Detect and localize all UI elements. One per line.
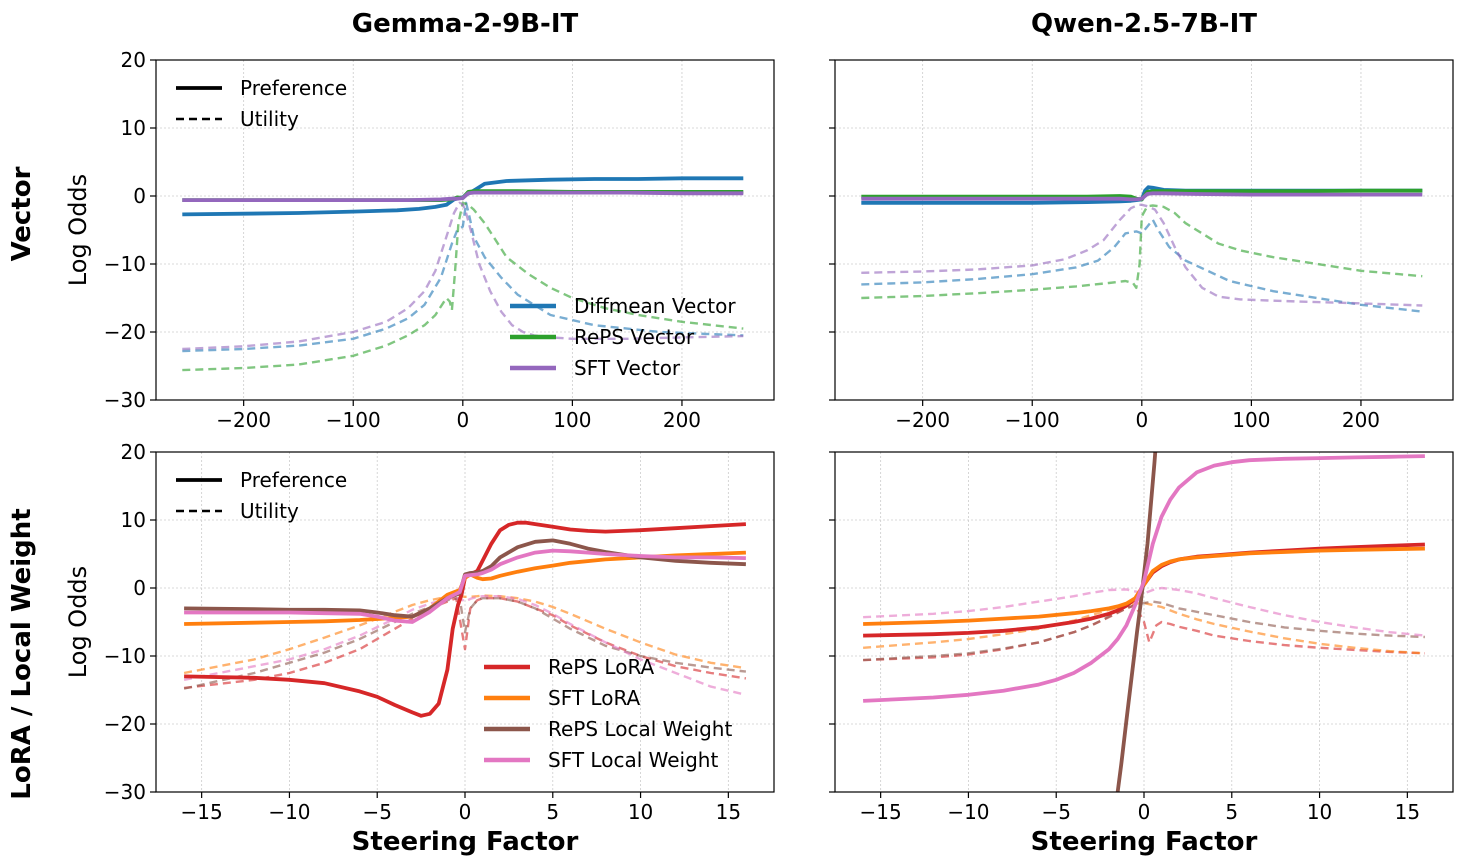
row-title-vector: Vector xyxy=(7,166,37,261)
x-tick-label: 10 xyxy=(1307,800,1332,824)
x-tick-label: 5 xyxy=(546,800,559,824)
plot-frame xyxy=(155,59,775,401)
series-line-sft-lora-utility xyxy=(863,601,1425,655)
y-tick-label: 10 xyxy=(121,116,146,140)
series-line-sft-local-weight-utility xyxy=(183,595,747,696)
x-axis-label-left: Steering Factor xyxy=(352,827,579,857)
series-line-reps-local-weight-utility xyxy=(863,600,1425,662)
series-line-reps-local-weight xyxy=(1115,452,1158,792)
x-tick-label: −5 xyxy=(1041,800,1070,824)
y-tick-label: −20 xyxy=(104,712,146,736)
series-legend-label: RePS Local Weight xyxy=(548,717,732,741)
style-legend-label: Utility xyxy=(240,499,299,523)
y-tick-label: 20 xyxy=(121,48,146,72)
panel-0-1: −200 −100 0 100 200 xyxy=(829,59,1454,432)
series-line-reps-lora-utility xyxy=(183,597,747,690)
series-line-reps-local-weight-utility xyxy=(183,597,747,690)
x-tick-label: −100 xyxy=(326,408,381,432)
style-legend-label: Utility xyxy=(240,107,299,131)
y-tick-label: −30 xyxy=(104,388,146,412)
y-tick-label: 20 xyxy=(121,440,146,464)
series-legend-label: SFT Vector xyxy=(574,356,681,380)
x-tick-label: 10 xyxy=(628,800,653,824)
x-tick-label: −10 xyxy=(268,800,310,824)
series-line-diffmean-vector-utility xyxy=(861,218,1423,313)
series-line-reps-vector-utility xyxy=(861,204,1423,300)
series-legend-label: Diffmean Vector xyxy=(574,294,736,318)
x-tick-label: 200 xyxy=(663,408,701,432)
series-line-reps-vector-utility xyxy=(182,201,744,372)
x-tick-label: 0 xyxy=(1135,408,1148,432)
series-line-sft-local-weight xyxy=(863,454,1425,703)
y-tick-label: −10 xyxy=(104,644,146,668)
x-tick-label: 0 xyxy=(456,408,469,432)
style-legend-label: Preference xyxy=(240,76,347,100)
style-legend-label: Preference xyxy=(240,468,347,492)
series-line-sft-vector xyxy=(182,190,744,202)
x-tick-label: −100 xyxy=(1005,408,1060,432)
y-tick-label: 10 xyxy=(121,508,146,532)
series-legend-label: RePS LoRA xyxy=(548,655,655,679)
x-tick-label: −15 xyxy=(860,800,902,824)
series-line-sft-lora xyxy=(863,546,1425,626)
series-line-sft-lora xyxy=(184,550,746,626)
x-tick-label: 15 xyxy=(716,800,741,824)
series-group xyxy=(863,452,1426,792)
series-line-sft-local-weight xyxy=(184,548,746,624)
panels-group: −200 −100 0 100 200−30−20−1001020PreferenceU… xyxy=(104,48,1454,824)
y-axis-label-top: Log Odds xyxy=(64,174,92,286)
x-axis-label-right: Steering Factor xyxy=(1031,827,1258,857)
column-title-qwen: Qwen-2.5-7B-IT xyxy=(1031,9,1257,39)
y-tick-label: 0 xyxy=(133,576,146,600)
x-tick-label: 15 xyxy=(1395,800,1420,824)
column-title-gemma: Gemma-2-9B-IT xyxy=(352,9,579,39)
x-tick-label: 0 xyxy=(459,800,472,824)
x-tick-label: 100 xyxy=(553,408,591,432)
x-tick-label: 5 xyxy=(1225,800,1238,824)
x-tick-label: −10 xyxy=(947,800,989,824)
series-line-sft-lora-utility xyxy=(183,594,747,675)
series-line-sft-vector xyxy=(861,191,1423,202)
y-tick-label: −20 xyxy=(104,320,146,344)
series-legend-label: SFT LoRA xyxy=(548,686,641,710)
series-legend-label: SFT Local Weight xyxy=(548,748,718,772)
series-group xyxy=(861,185,1423,313)
x-tick-label: 200 xyxy=(1342,408,1380,432)
y-axis-label-bottom: Log Odds xyxy=(64,566,92,678)
series-line-sft-local-weight-utility xyxy=(863,586,1426,637)
y-tick-label: −10 xyxy=(104,252,146,276)
x-tick-label: −15 xyxy=(181,800,223,824)
panel-1-0: −15 −10 −5 0 5 10 15 −30 −20 −10 0 10 20 Preference Ut… xyxy=(104,440,775,824)
y-tick-label: 0 xyxy=(133,184,146,208)
plot-frame xyxy=(834,59,1454,401)
series-group xyxy=(183,520,747,718)
x-tick-label: 100 xyxy=(1232,408,1270,432)
x-tick-label: −200 xyxy=(895,408,950,432)
panel-1-1: −15 −10 −5 0 5 10 15 xyxy=(829,451,1454,824)
panel-0-0: −200 −100 0 100 200−30−20−1001020PreferenceU… xyxy=(104,48,775,432)
series-legend-label: RePS Vector xyxy=(574,325,695,349)
x-tick-label: −200 xyxy=(216,408,271,432)
series-line-reps-local-weight xyxy=(184,538,746,619)
x-tick-label: −5 xyxy=(362,800,391,824)
row-title-lora: LoRA / Local Weight xyxy=(7,508,37,799)
series-line-sft-vector-utility xyxy=(861,203,1423,307)
series-line-reps-lora xyxy=(184,520,747,718)
y-tick-label: −30 xyxy=(104,780,146,804)
x-tick-label: 0 xyxy=(1138,800,1151,824)
